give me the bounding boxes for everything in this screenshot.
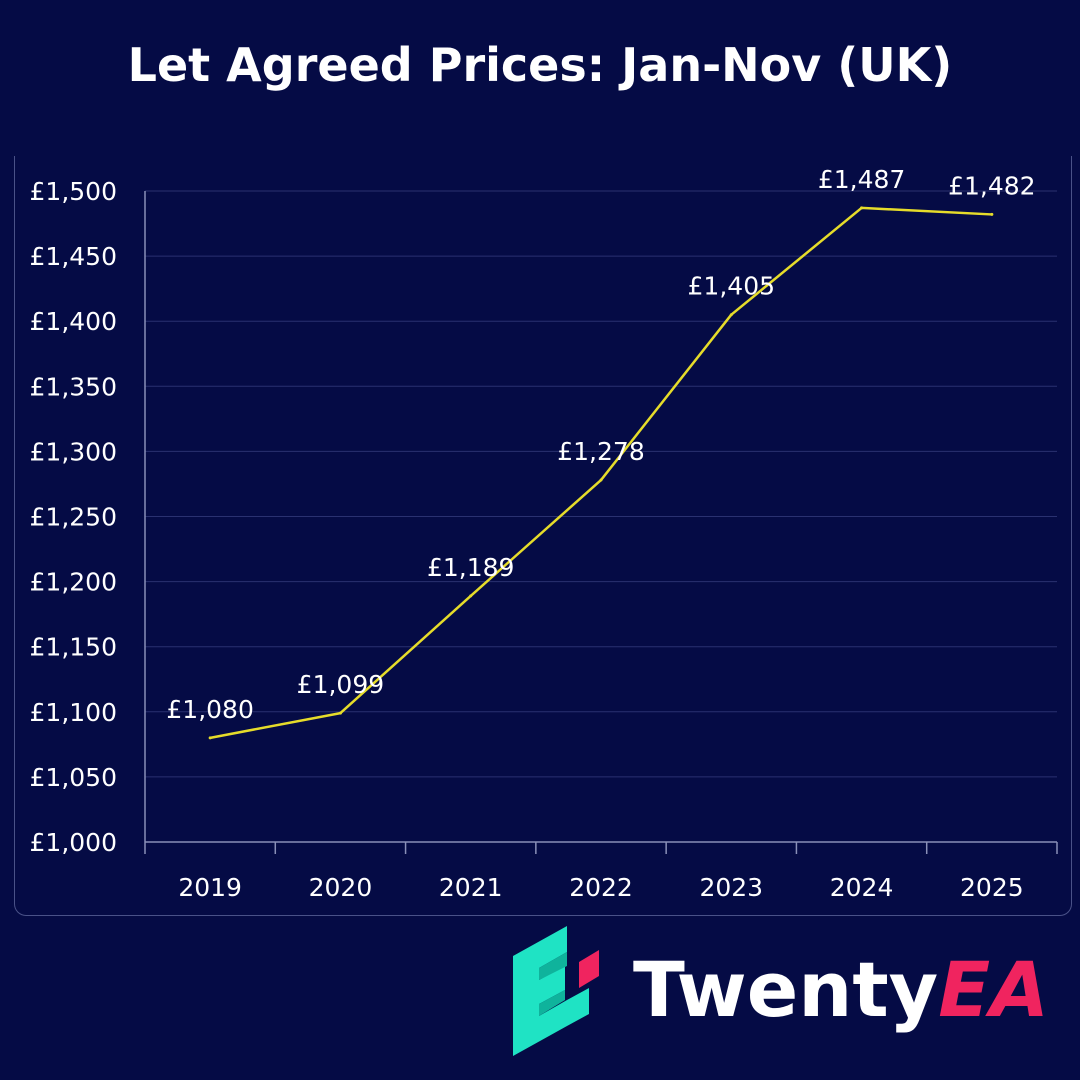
data-point	[729, 313, 733, 317]
y-tick-label: £1,350	[30, 372, 117, 401]
data-label: £1,189	[427, 553, 514, 582]
line-chart: £1,000 £1,050 £1,100 £1,150 £1,200 £1,250 £1,3…	[30, 165, 1058, 902]
y-tick-label: £1,050	[30, 763, 117, 792]
y-tick-label: £1,450	[30, 242, 117, 271]
data-point	[469, 594, 473, 598]
data-point	[860, 206, 864, 210]
x-tick-label: 2021	[439, 873, 503, 902]
brand-logo: TwentyEA	[505, 918, 1065, 1068]
y-tick-label: £1,100	[30, 698, 117, 727]
y-tick-label: £1,300	[30, 437, 117, 466]
y-tick-label: £1,150	[30, 633, 117, 662]
data-point	[599, 478, 603, 482]
chart-title: Let Agreed Prices: Jan-Nov (UK)	[127, 38, 953, 92]
y-tick-label: £1,400	[30, 307, 117, 336]
data-label: £1,482	[948, 171, 1035, 200]
data-label: £1,080	[166, 695, 253, 724]
data-label: £1,278	[557, 437, 644, 466]
data-point	[338, 711, 342, 715]
chart-panel	[14, 156, 1072, 916]
x-tick-label: 2022	[569, 873, 633, 902]
twentyea-logo-icon	[513, 926, 599, 1056]
x-tick-label: 2025	[960, 873, 1024, 902]
y-tick-label: £1,000	[30, 828, 117, 857]
x-tick-label: 2019	[178, 873, 242, 902]
series-line	[209, 206, 992, 740]
data-label: £1,099	[297, 670, 384, 699]
y-tick-label: £1,200	[30, 568, 117, 597]
x-tick-label: 2024	[830, 873, 894, 902]
x-tick-label: 2023	[699, 873, 763, 902]
x-tick-label: 2020	[309, 873, 373, 902]
y-tick-label: £1,500	[30, 177, 117, 206]
data-point	[208, 736, 212, 740]
y-tick-label: £1,250	[30, 503, 117, 532]
brand-wordmark-main: Twenty	[633, 945, 939, 1034]
data-label: £1,487	[818, 165, 905, 194]
data-label: £1,405	[688, 272, 775, 301]
brand-wordmark-accent: EA	[938, 945, 1049, 1034]
data-point	[990, 212, 994, 216]
brand-wordmark: TwentyEA	[633, 940, 1049, 1040]
